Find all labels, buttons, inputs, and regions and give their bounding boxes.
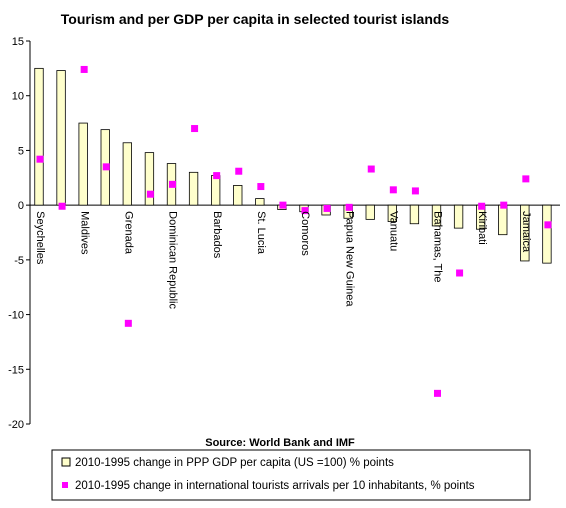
y-tick-label: 15: [12, 36, 24, 48]
scatter-point: [191, 125, 199, 133]
legend-box: [51, 449, 531, 501]
chart-title: Tourism and per GDP per capita in select…: [61, 11, 450, 27]
bar: [233, 185, 243, 206]
y-axis: 15 10 5 0 -5 -10 -15 -20: [8, 36, 560, 431]
bar: [453, 204, 464, 229]
bar: [409, 204, 420, 225]
y-tick-label: -5: [14, 255, 24, 267]
bar: [520, 204, 530, 262]
y-tick-label: -20: [8, 419, 24, 431]
scatter-point: [500, 201, 508, 209]
scatter-point: [301, 207, 309, 215]
scatter-point: [213, 172, 221, 180]
category-label: Dominican Republic: [167, 211, 179, 309]
bar: [188, 171, 199, 206]
legend: 2010-1995 change in PPP GDP per capita (…: [51, 449, 531, 501]
scatter-point: [36, 155, 44, 163]
category-label: Kiribati: [476, 211, 488, 245]
scatter-point: [456, 269, 464, 277]
bar: [211, 175, 221, 206]
bar: [542, 204, 552, 264]
legend-bar-label: 2010-1995 change in PPP GDP per capita (…: [75, 457, 394, 469]
bar: [56, 70, 66, 206]
scatter-point: [124, 319, 132, 327]
scatter-point: [522, 175, 530, 183]
scatter-point: [146, 190, 154, 198]
category-label: Seychelles: [34, 211, 46, 265]
scatter-point: [279, 201, 287, 209]
scatter-point: [102, 163, 110, 171]
bar: [365, 204, 375, 220]
scatter-point: [411, 187, 419, 195]
scatter-point: [169, 180, 176, 188]
category-label: Maldives: [78, 211, 90, 255]
bar: [255, 198, 265, 206]
scatter-point: [323, 204, 331, 212]
bar: [122, 142, 132, 206]
chart-source: Source: World Bank and IMF: [205, 437, 355, 449]
legend-marker-label: 2010-1995 change in international touris…: [75, 480, 475, 492]
bar-series: [34, 67, 552, 264]
legend-bar-swatch: [61, 457, 71, 467]
scatter-point: [58, 202, 66, 210]
y-tick-label: 0: [18, 200, 24, 212]
category-label: Grenada: [122, 211, 134, 255]
category-label: Vanuatu: [387, 211, 399, 251]
bar: [78, 122, 88, 206]
category-label: Barbados: [211, 211, 223, 259]
bar: [431, 204, 442, 227]
y-tick-label: -10: [8, 310, 24, 322]
category-label: Papua New Guinea: [343, 211, 355, 307]
marker-series: [36, 65, 552, 397]
scatter-point: [478, 202, 486, 210]
scatter-point: [434, 389, 441, 397]
bar: [498, 204, 508, 236]
bar: [387, 204, 397, 222]
scatter-point: [389, 186, 397, 194]
y-tick-label: -15: [8, 364, 24, 376]
bar: [34, 67, 44, 206]
scatter-point: [367, 165, 375, 173]
bar: [144, 152, 155, 206]
scatter-point: [257, 183, 265, 191]
scatter-point: [235, 167, 243, 175]
category-labels: Seychelles Maldives Grenada Dominican Repub…: [34, 211, 532, 309]
scatter-point: [345, 203, 353, 211]
category-label: St. Lucia: [255, 211, 267, 255]
scatter-point: [544, 221, 552, 229]
category-label: Comoros: [299, 211, 311, 256]
y-tick-label: 10: [12, 91, 24, 103]
y-tick-label: 5: [18, 145, 24, 157]
scatter-point: [80, 65, 88, 73]
category-label: Jamaica: [520, 211, 532, 253]
legend-marker-swatch: [62, 482, 68, 488]
category-label: Bahamas, The: [432, 211, 444, 282]
